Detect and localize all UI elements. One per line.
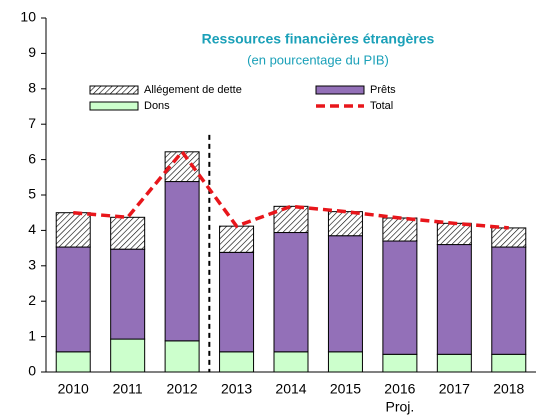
x-tick-label: 2013	[221, 381, 252, 397]
bar-segment	[382, 353, 418, 373]
legend-swatch	[89, 101, 139, 111]
bar-segment	[491, 353, 527, 373]
y-tick-label: 9	[28, 44, 36, 60]
bar-segment	[382, 217, 418, 242]
bar-segment	[55, 212, 91, 248]
x-tick-label: 2017	[439, 381, 470, 397]
legend-label: Dons	[144, 100, 170, 112]
x-tick-label: 2016	[384, 381, 415, 397]
y-tick-label: 1	[28, 327, 36, 343]
bar-segment	[327, 211, 363, 237]
y-tick-label: 7	[28, 115, 36, 131]
y-tick-label: 0	[28, 363, 36, 379]
legend-swatch	[89, 85, 139, 95]
bar-segment	[382, 240, 418, 355]
y-tick-label: 4	[28, 221, 36, 237]
chart-title: Ressources financières étrangères	[202, 31, 435, 47]
bar-segment	[273, 351, 309, 373]
bar-segment	[110, 338, 146, 373]
bar-segment	[219, 251, 255, 353]
x-tick-label: 2011	[113, 381, 143, 397]
bar-segment	[110, 216, 146, 250]
bar-segment	[436, 222, 472, 246]
y-tick-label: 3	[28, 257, 36, 273]
y-tick-label: 8	[28, 80, 36, 96]
bar-segment	[273, 232, 309, 353]
legend-label: Prêts	[370, 84, 396, 96]
total-line	[73, 148, 509, 230]
bar-segment	[55, 246, 91, 353]
bar-segment	[491, 227, 527, 248]
y-tick-label: 6	[28, 150, 36, 166]
annotation: Proj.	[385, 399, 414, 415]
bar-segment	[436, 353, 472, 373]
bar-segment	[110, 248, 146, 340]
bar-segment	[327, 351, 363, 373]
chart-subtitle: (en pourcentage du PIB)	[247, 52, 389, 67]
legend-label: Allégement de dette	[144, 84, 242, 96]
bar-segment	[164, 181, 200, 342]
bar-segment	[219, 225, 255, 253]
bar-segment	[55, 351, 91, 373]
x-tick-label: 2012	[167, 381, 198, 397]
bar-segment	[219, 351, 255, 373]
bar-segment	[436, 244, 472, 355]
x-tick-label: 2015	[330, 381, 361, 397]
x-tick-label: 2014	[275, 381, 306, 397]
x-tick-label: 2018	[493, 381, 524, 397]
legend-swatch	[315, 85, 365, 95]
y-tick-label: 10	[20, 9, 36, 25]
legend-label: Total	[370, 100, 393, 112]
bar-segment	[164, 340, 200, 373]
bar-segment	[273, 205, 309, 234]
x-tick-label: 2010	[58, 381, 89, 397]
y-tick-label: 2	[28, 292, 36, 308]
bar-segment	[327, 235, 363, 353]
bar-segment	[491, 246, 527, 355]
y-tick-label: 5	[28, 186, 36, 202]
